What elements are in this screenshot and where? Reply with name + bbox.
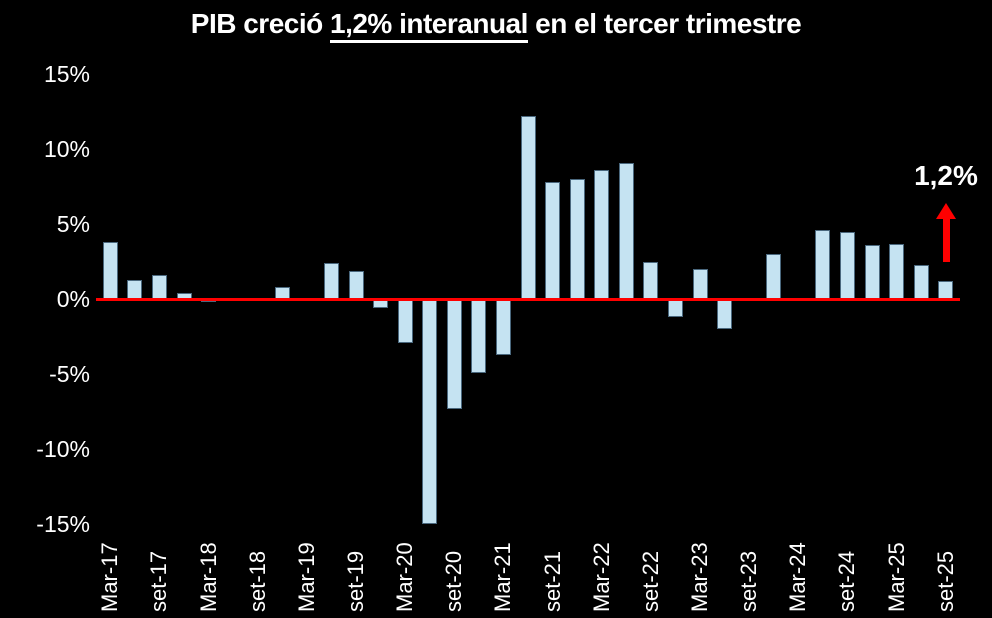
chart-title-prefix: PIB creció — [190, 8, 330, 39]
x-axis-tick-label: set-23 — [736, 550, 762, 612]
bar — [569, 179, 585, 299]
x-axis-tick-label: set-21 — [539, 550, 565, 612]
bar — [348, 270, 364, 299]
x-axis-tick-label: Mar-18 — [195, 542, 221, 612]
chart-title-underlined: 1,2% interanual — [330, 8, 528, 43]
bar — [545, 182, 561, 299]
y-axis-tick-label: 15% — [43, 61, 90, 87]
bar — [864, 245, 880, 299]
x-axis-tick-label: Mar-21 — [490, 542, 516, 612]
x-axis-tick-label: set-20 — [441, 550, 467, 612]
x-axis-tick-label: Mar-20 — [392, 542, 418, 612]
zero-axis-line — [96, 298, 960, 301]
bar — [422, 299, 438, 524]
bar — [913, 264, 929, 299]
bar — [815, 230, 831, 299]
bar — [102, 242, 118, 299]
x-axis-tick-label: set-25 — [932, 550, 958, 612]
bar — [667, 299, 683, 317]
bar — [766, 254, 782, 299]
bar — [520, 116, 536, 299]
x-axis-tick-label: Mar-23 — [687, 542, 712, 612]
annotation-label: 1,2% — [914, 160, 978, 191]
bar — [471, 299, 487, 373]
up-arrow-shaft — [943, 218, 950, 262]
y-axis-tick-label: 0% — [56, 286, 90, 312]
x-axis-tick-label: Mar-25 — [883, 542, 909, 612]
y-axis-tick-label: -5% — [49, 361, 90, 387]
bar — [495, 299, 511, 355]
bar — [594, 170, 610, 299]
y-axis-tick-label: -15% — [36, 511, 90, 537]
bar — [692, 269, 708, 299]
x-axis-tick-label: set-19 — [343, 550, 368, 612]
y-axis-tick-label: 10% — [43, 136, 90, 162]
bar — [397, 299, 413, 343]
y-axis-tick-label: -10% — [36, 436, 90, 462]
bar — [618, 162, 634, 299]
bar — [643, 261, 659, 299]
bar — [839, 231, 855, 299]
chart-title-suffix: en el tercer trimestre — [527, 8, 802, 39]
bar — [323, 263, 339, 299]
chart-title: PIB creció 1,2% interanual en el tercer … — [0, 8, 992, 43]
bar — [717, 299, 733, 329]
x-axis-tick-label: set-17 — [146, 550, 172, 612]
bar — [889, 243, 905, 299]
bar — [446, 299, 462, 409]
x-axis-tick-label: set-22 — [637, 550, 663, 612]
x-axis-tick-label: Mar-19 — [293, 542, 319, 612]
bar — [151, 275, 167, 299]
x-axis-tick-label: Mar-24 — [785, 542, 811, 612]
x-axis-tick-label: Mar-17 — [97, 542, 123, 612]
y-axis-tick-label: 5% — [56, 211, 90, 237]
bar — [938, 281, 954, 299]
x-axis-tick-label: Mar-22 — [588, 542, 614, 612]
x-axis-tick-label: set-18 — [244, 550, 270, 612]
bar — [127, 279, 143, 299]
up-arrow-head — [936, 203, 956, 219]
x-axis-tick-label: set-24 — [834, 550, 860, 612]
